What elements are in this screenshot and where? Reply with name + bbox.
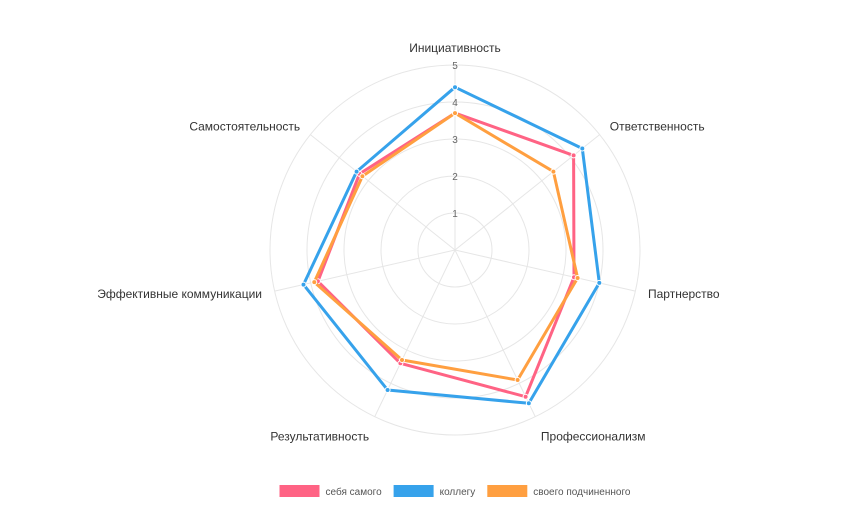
data-point[interactable]	[353, 168, 360, 175]
series-line	[302, 85, 601, 405]
data-point[interactable]	[570, 152, 577, 159]
data-point[interactable]	[399, 357, 405, 363]
series-0	[314, 110, 577, 400]
data-point[interactable]	[574, 275, 581, 281]
grid-spoke	[454, 249, 636, 292]
tick-label: 2	[452, 172, 458, 183]
data-point[interactable]	[384, 387, 391, 393]
grid-spoke	[310, 134, 456, 251]
legend-item-0[interactable]: себя самого	[279, 485, 383, 498]
data-point[interactable]	[452, 110, 458, 117]
axis-label: Эффективные коммуникации	[97, 287, 262, 301]
data-point[interactable]	[522, 393, 529, 400]
axis-labels: Инициативность Ответственность Партнерство…	[97, 41, 720, 443]
legend-item-1[interactable]: коллегу	[393, 485, 476, 498]
data-point[interactable]	[359, 173, 366, 180]
series-line	[312, 111, 580, 382]
tick-label: 5	[452, 61, 458, 72]
data-point[interactable]	[300, 281, 307, 288]
legend-swatch	[487, 485, 528, 497]
tick-label: 4	[452, 98, 458, 109]
legend-label: коллегу	[440, 487, 476, 498]
data-point[interactable]	[550, 168, 557, 175]
axis-label: Ответственность	[610, 120, 705, 134]
series-line	[316, 111, 576, 399]
axis-label: Профессионализм	[541, 429, 646, 443]
radar-series	[300, 84, 603, 407]
axis-label: Результативность	[270, 429, 369, 443]
axis-label: Партнерство	[648, 287, 720, 301]
legend-swatch	[279, 485, 320, 497]
axis-label: Инициативность	[409, 41, 501, 55]
legend-item-2[interactable]: своего подчиненного	[487, 485, 631, 498]
radar-grid	[269, 64, 641, 436]
legend-label: своего подчиненного	[533, 487, 631, 498]
data-point[interactable]	[579, 145, 586, 152]
radial-tick-labels: 1 2 3 4 5	[452, 61, 458, 220]
legend-swatch	[393, 485, 434, 497]
legend[interactable]: себя самого коллегу своего подчиненного	[279, 485, 631, 498]
legend-label: себя самого	[326, 486, 383, 498]
data-point[interactable]	[525, 400, 532, 407]
data-point[interactable]	[596, 279, 603, 286]
tick-label: 3	[452, 135, 458, 146]
data-point[interactable]	[452, 84, 458, 91]
series-2	[311, 110, 581, 383]
grid-spoke	[454, 249, 536, 417]
tick-label: 1	[452, 209, 458, 220]
series-1	[300, 84, 603, 407]
data-point[interactable]	[311, 279, 318, 286]
axis-label: Самостоятельность	[189, 120, 300, 134]
data-point[interactable]	[514, 377, 521, 383]
